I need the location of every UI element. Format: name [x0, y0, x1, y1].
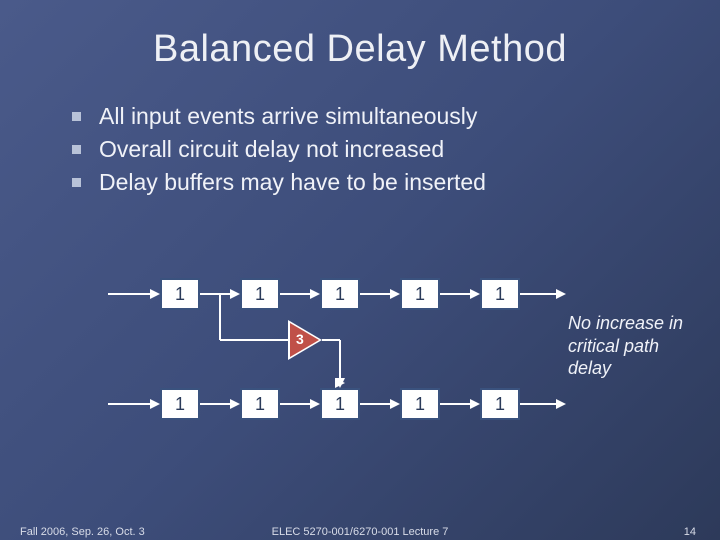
bullet-marker-icon — [72, 145, 81, 154]
gate: 1 — [160, 278, 200, 310]
arrow-right-icon — [150, 289, 160, 299]
wire — [220, 339, 288, 341]
wire — [200, 293, 230, 295]
wire — [520, 293, 556, 295]
arrow-right-icon — [390, 399, 400, 409]
note-line: delay — [568, 357, 683, 380]
gate: 1 — [240, 388, 280, 420]
note-line: critical path — [568, 335, 683, 358]
bullet-list: All input events arrive simultaneously O… — [72, 103, 720, 196]
wire — [360, 403, 390, 405]
arrow-right-icon — [556, 289, 566, 299]
wire — [440, 403, 470, 405]
buffer-fill — [290, 323, 319, 357]
bullet-item: Overall circuit delay not increased — [72, 136, 720, 163]
arrow-down-icon — [335, 378, 345, 388]
bullet-item: Delay buffers may have to be inserted — [72, 169, 720, 196]
bullet-text: Overall circuit delay not increased — [99, 136, 444, 163]
arrow-right-icon — [310, 289, 320, 299]
gate: 1 — [240, 278, 280, 310]
gate: 1 — [320, 278, 360, 310]
wire — [108, 403, 150, 405]
bullet-text: Delay buffers may have to be inserted — [99, 169, 486, 196]
wire — [322, 339, 340, 341]
gate: 1 — [480, 278, 520, 310]
gate: 1 — [400, 278, 440, 310]
gate: 1 — [400, 388, 440, 420]
arrow-right-icon — [230, 289, 240, 299]
wire — [339, 340, 341, 380]
bullet-item: All input events arrive simultaneously — [72, 103, 720, 130]
gate: 1 — [320, 388, 360, 420]
arrow-right-icon — [150, 399, 160, 409]
gate: 1 — [160, 388, 200, 420]
wire — [360, 293, 390, 295]
arrow-right-icon — [310, 399, 320, 409]
footer-page-number: 14 — [684, 526, 696, 538]
bullet-text: All input events arrive simultaneously — [99, 103, 477, 130]
wire — [280, 293, 310, 295]
wire — [440, 293, 470, 295]
bullet-marker-icon — [72, 112, 81, 121]
arrow-right-icon — [390, 289, 400, 299]
buffer-label: 3 — [296, 331, 304, 347]
diagram-note: No increase incritical pathdelay — [568, 312, 683, 380]
arrow-right-icon — [230, 399, 240, 409]
page-title: Balanced Delay Method — [0, 0, 720, 71]
circuit-diagram: 1 1 1 1 1 1 1 1 1 1 3 No increase incritical pathde… — [0, 260, 720, 460]
arrow-right-icon — [470, 289, 480, 299]
note-line: No increase in — [568, 312, 683, 335]
gate: 1 — [480, 388, 520, 420]
wire — [280, 403, 310, 405]
arrow-right-icon — [470, 399, 480, 409]
footer-course: ELEC 5270-001/6270-001 Lecture 7 — [0, 526, 720, 538]
bullet-marker-icon — [72, 178, 81, 187]
wire — [219, 294, 221, 340]
wire — [108, 293, 150, 295]
wire — [200, 403, 230, 405]
wire — [520, 403, 556, 405]
arrow-right-icon — [556, 399, 566, 409]
